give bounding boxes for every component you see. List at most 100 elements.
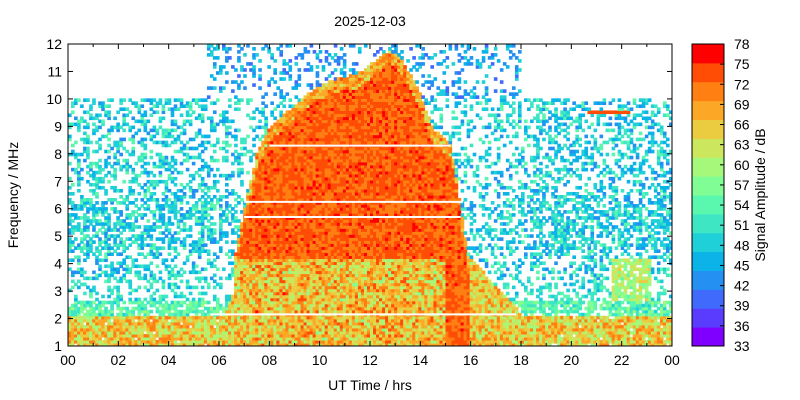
heatmap-cell	[86, 98, 90, 102]
heatmap-cell	[137, 129, 141, 133]
heatmap-cell	[98, 264, 102, 268]
heatmap-cell	[137, 286, 141, 290]
heatmap-cell	[298, 83, 302, 87]
heatmap-cell	[216, 56, 220, 60]
heatmap-cell	[240, 180, 244, 184]
heatmap-cell	[192, 110, 196, 114]
heatmap-cell	[77, 98, 81, 102]
chart-title: 2025-12-03	[334, 13, 406, 29]
heatmap-cell	[77, 222, 81, 226]
heatmap-cell	[234, 144, 238, 148]
heatmap-cell	[137, 225, 141, 229]
heatmap-cell	[122, 129, 126, 133]
heatmap-cell	[150, 150, 154, 154]
heatmap-cell	[234, 210, 238, 214]
heatmap-cell	[216, 138, 220, 142]
heatmap-cell	[204, 292, 208, 296]
heatmap-cell	[334, 68, 338, 72]
heatmap-cell	[279, 50, 283, 54]
heatmap-cell	[228, 144, 232, 148]
heatmap-cell	[288, 59, 292, 63]
heatmap-cell	[231, 171, 235, 175]
heatmap-cell	[144, 110, 148, 114]
heatmap-cell	[225, 240, 229, 244]
heatmap-cell	[180, 207, 184, 211]
heatmap-cell	[131, 168, 135, 172]
heatmap-cell	[186, 280, 190, 284]
heatmap-cell	[288, 98, 292, 102]
heatmap-cell	[240, 98, 244, 102]
heatmap-cell	[156, 198, 160, 202]
heatmap-cell	[252, 144, 256, 148]
heatmap-cell	[156, 289, 160, 293]
heatmap-cell	[216, 180, 220, 184]
heatmap-cell	[204, 243, 208, 247]
heatmap-cell	[168, 216, 172, 220]
heatmap-cell	[279, 44, 283, 48]
heatmap-cell	[207, 283, 211, 287]
heatmap-cell	[147, 120, 151, 124]
heatmap-cell	[71, 183, 75, 187]
heatmap-cell	[168, 98, 172, 102]
heatmap-cell	[213, 150, 217, 154]
heatmap-cell	[150, 261, 154, 265]
heatmap-cell	[137, 271, 141, 275]
heatmap-cell	[80, 168, 84, 172]
heatmap-cell	[225, 183, 229, 187]
heatmap-cell	[174, 177, 178, 181]
heatmap-cell	[83, 271, 87, 275]
heatmap-cell	[104, 189, 108, 193]
heatmap-cell	[128, 280, 132, 284]
heatmap-cell	[258, 120, 262, 124]
heatmap-cell	[98, 144, 102, 148]
heatmap-cell	[153, 174, 157, 178]
heatmap-cell	[225, 71, 229, 75]
heatmap-cell	[213, 110, 217, 114]
heatmap-cell	[295, 62, 299, 66]
heatmap-cell	[210, 216, 214, 220]
heatmap-cell	[180, 171, 184, 175]
heatmap-cell	[101, 295, 105, 299]
heatmap-cell	[147, 219, 151, 223]
heatmap-cell	[165, 295, 169, 299]
heatmap-cell	[273, 80, 277, 84]
heatmap-cell	[334, 44, 338, 48]
heatmap-cell	[104, 207, 108, 211]
heatmap-cell	[153, 192, 157, 196]
heatmap-cell	[240, 162, 244, 166]
heatmap-cell	[159, 171, 163, 175]
heatmap-cell	[159, 98, 163, 102]
heatmap-cell	[322, 65, 326, 69]
heatmap-cell	[174, 120, 178, 124]
heatmap-cell	[219, 277, 223, 281]
heatmap-cell	[140, 104, 144, 108]
heatmap-cell	[131, 147, 135, 151]
heatmap-cell	[71, 192, 75, 196]
heatmap-cell	[162, 116, 166, 120]
heatmap-cell	[153, 274, 157, 278]
heatmap-cell	[122, 98, 126, 102]
heatmap-cell	[165, 258, 169, 262]
heatmap-cell	[237, 129, 241, 133]
heatmap-cell	[180, 280, 184, 284]
heatmap-cell	[288, 74, 292, 78]
heatmap-cell	[201, 177, 205, 181]
heatmap-cell	[255, 53, 259, 57]
heatmap-cell	[225, 231, 229, 235]
heatmap-cell	[92, 98, 96, 102]
heatmap-cell	[89, 141, 93, 145]
heatmap-cell	[68, 162, 72, 166]
heatmap-cell	[107, 104, 111, 108]
heatmap-cell	[162, 246, 166, 250]
heatmap-cell	[213, 62, 217, 66]
heatmap-cell	[210, 116, 214, 120]
heatmap-cell	[240, 80, 244, 84]
heatmap-cell	[270, 53, 274, 57]
heatmap-cell	[101, 120, 105, 124]
heatmap-cell	[83, 292, 87, 296]
heatmap-cell	[237, 74, 241, 78]
heatmap-cell	[150, 310, 154, 314]
heatmap-cell	[107, 110, 111, 114]
heatmap-cell	[273, 92, 277, 96]
heatmap-cell	[86, 123, 90, 127]
